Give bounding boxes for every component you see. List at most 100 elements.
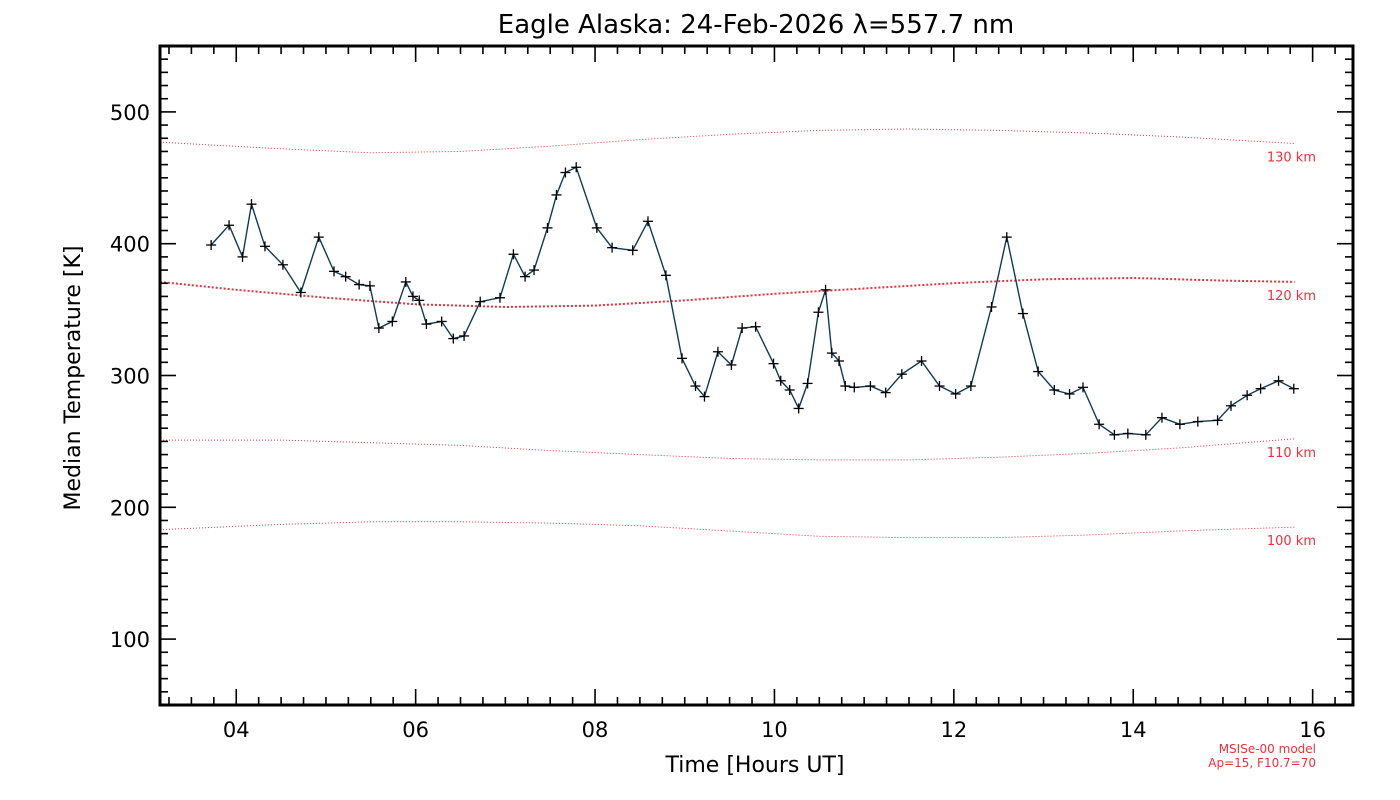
data-point [354, 279, 365, 290]
data-point [784, 384, 795, 395]
data-point [246, 199, 257, 210]
data-point [373, 323, 384, 334]
data-point [950, 388, 961, 399]
data-point [834, 356, 845, 367]
chart-title: Eagle Alaska: 24-Feb-2026 λ=557.7 nm [498, 10, 1014, 40]
data-point [494, 292, 505, 303]
data-point [1033, 366, 1044, 377]
x-tick-label: 06 [402, 718, 429, 742]
data-point [237, 251, 248, 262]
data-point [690, 381, 701, 392]
data-point [750, 321, 761, 332]
model-label-130-km: 130 km [1267, 151, 1316, 166]
data-point [259, 241, 270, 252]
data-point [421, 319, 432, 330]
data-point [627, 245, 638, 256]
data-point [1156, 412, 1167, 423]
data-point [813, 307, 824, 318]
data-point [560, 167, 571, 178]
data-point [407, 291, 418, 302]
data-point [849, 382, 860, 393]
data-point [840, 381, 851, 392]
model-curves: 130 km 120 km 110 km 100 km [159, 128, 1316, 549]
data-point [414, 295, 425, 306]
data-point [329, 266, 340, 277]
data-point [1140, 429, 1151, 440]
data-point [802, 378, 813, 389]
model-curve-130-km [159, 128, 1295, 154]
data-point [880, 387, 891, 398]
data-point [475, 296, 486, 307]
y-axis-label: Median Temperature [K] [61, 246, 86, 511]
data-point [551, 189, 562, 200]
y-tick-label: 500 [110, 101, 150, 125]
y-tick-label: 400 [110, 233, 150, 257]
data-point [364, 280, 375, 291]
model-label-110-km: 110 km [1267, 446, 1316, 461]
data-point [277, 259, 288, 270]
data-point [436, 316, 447, 327]
y-tick-label: 300 [110, 365, 150, 389]
data-point [571, 162, 582, 173]
data-point [896, 369, 907, 380]
data-point [712, 346, 723, 357]
data-point [965, 381, 976, 392]
data-point [775, 375, 786, 386]
data-point [865, 381, 876, 392]
axis-ticks: 04 06 08 10 12 14 16 100 200 300 400 500 [110, 45, 1353, 742]
x-axis-label: Time [Hours UT] [665, 753, 845, 778]
data-point [699, 391, 710, 402]
data-point [340, 271, 351, 282]
series-line [210, 166, 1295, 436]
data-point [986, 301, 997, 312]
x-tick-label: 10 [761, 718, 788, 742]
data-point [916, 356, 927, 367]
data-point [529, 265, 540, 276]
data-point [206, 240, 217, 251]
data-point [660, 270, 671, 281]
x-tick-label: 04 [223, 718, 250, 742]
x-tick-label: 08 [582, 718, 609, 742]
data-point [726, 359, 737, 370]
data-point [295, 287, 306, 298]
data-point [1094, 419, 1105, 430]
data-point [520, 271, 531, 282]
model-label-100-km: 100 km [1267, 534, 1316, 549]
data-point [1078, 382, 1089, 393]
plot-frame [158, 44, 1355, 707]
data-point [1174, 419, 1185, 430]
data-point [1001, 232, 1012, 243]
model-curve-120-km [159, 276, 1295, 309]
data-point [1242, 390, 1253, 401]
data-point [1122, 428, 1133, 439]
data-point [1017, 308, 1028, 319]
data-point [508, 249, 519, 260]
data-point [1049, 384, 1060, 395]
data-point [1226, 400, 1237, 411]
data-series [206, 162, 1299, 440]
x-tick-label: 16 [1299, 718, 1326, 742]
y-tick-label: 200 [110, 496, 150, 520]
data-point [1064, 388, 1075, 399]
data-point [934, 381, 945, 392]
data-point [313, 232, 324, 243]
data-point [459, 330, 470, 341]
x-tick-label: 12 [940, 718, 967, 742]
data-point [826, 348, 837, 359]
data-point [677, 353, 688, 364]
model-note-params: Ap=15, F10.7=70 [1208, 756, 1316, 770]
model-note-name: MSISe-00 model [1219, 742, 1316, 756]
data-point [448, 333, 459, 344]
data-point [1109, 429, 1120, 440]
model-label-120-km: 120 km [1267, 289, 1316, 304]
data-point [387, 316, 398, 327]
data-point [820, 284, 831, 295]
data-point [607, 242, 618, 253]
data-point [1212, 415, 1223, 426]
data-point [591, 222, 602, 233]
x-tick-label: 14 [1120, 718, 1147, 742]
data-point [1273, 375, 1284, 386]
data-point [400, 276, 411, 287]
model-curve-100-km [159, 521, 1295, 539]
